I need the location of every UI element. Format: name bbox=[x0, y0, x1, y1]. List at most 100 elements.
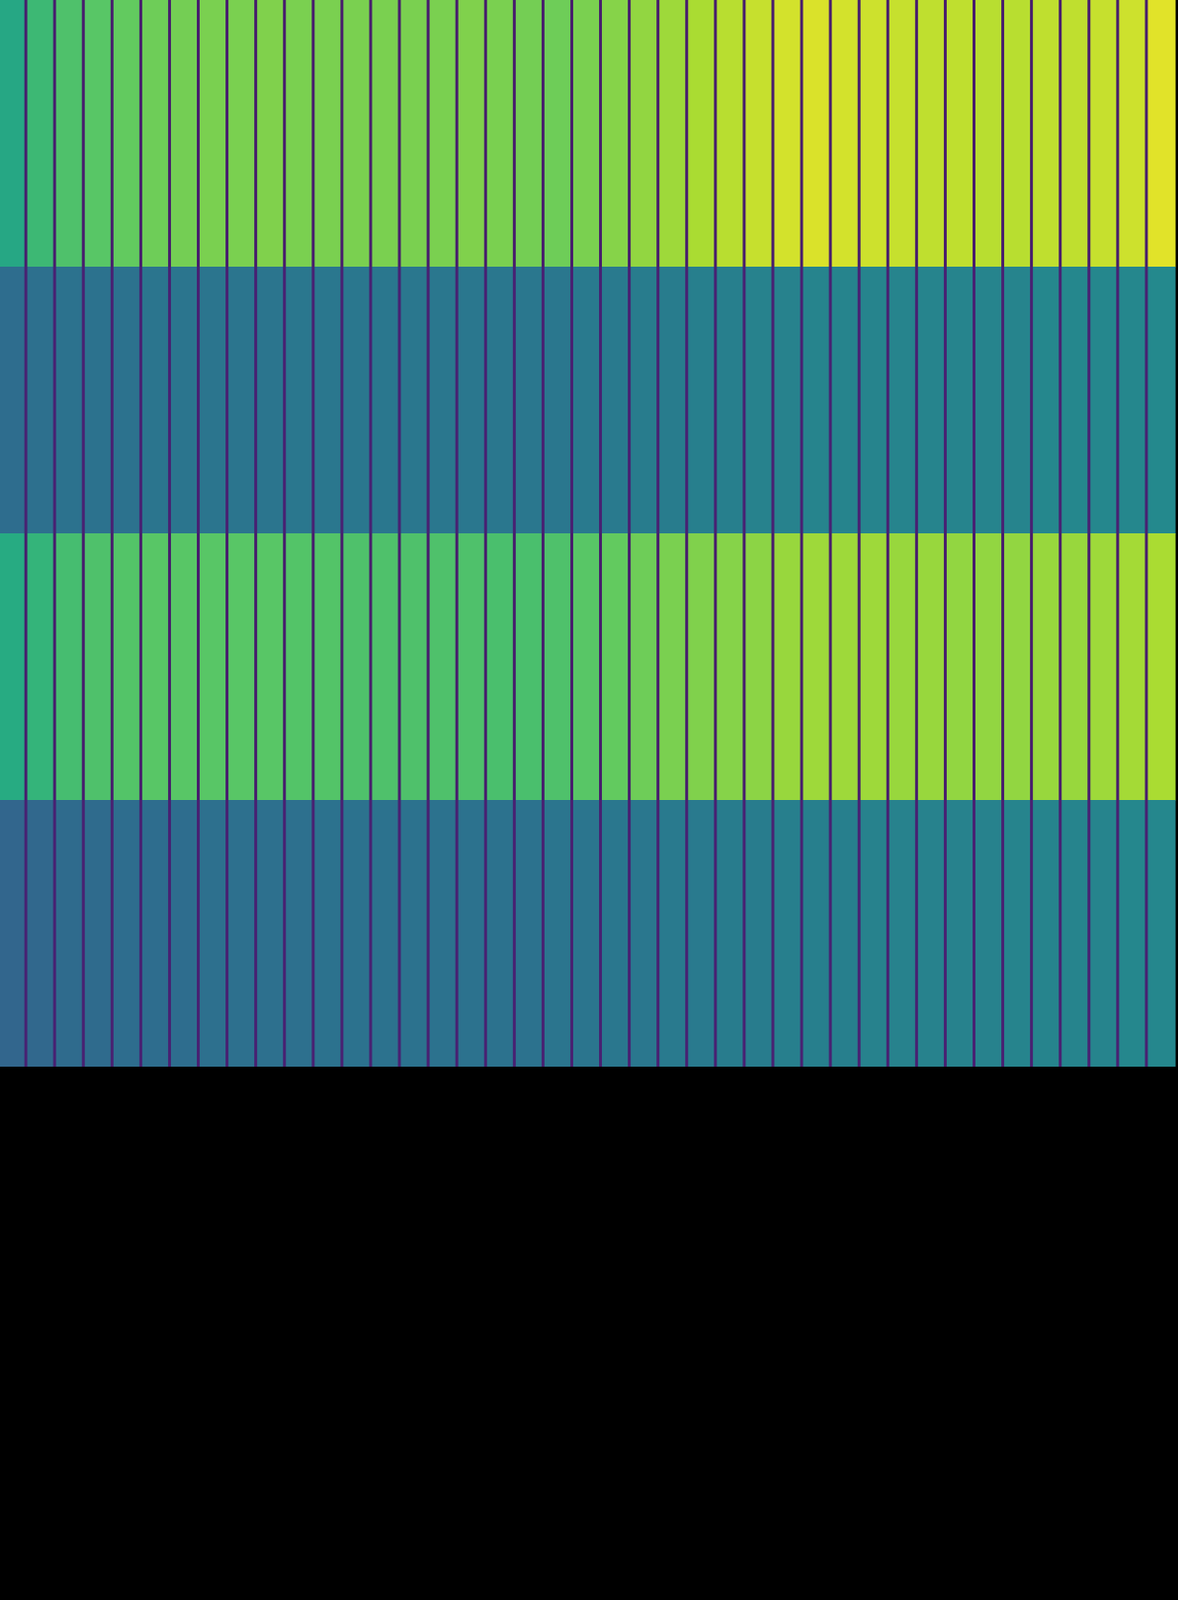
divider bbox=[857, 0, 861, 268]
divider bbox=[484, 266, 488, 535]
cell bbox=[542, 799, 573, 1067]
cell bbox=[169, 266, 199, 535]
divider bbox=[1058, 533, 1062, 801]
divider bbox=[398, 799, 402, 1067]
cell bbox=[342, 0, 372, 268]
cell bbox=[744, 0, 774, 268]
divider bbox=[541, 266, 545, 535]
divider bbox=[886, 533, 890, 801]
cell bbox=[342, 266, 372, 535]
divider bbox=[110, 533, 114, 801]
cell bbox=[629, 0, 660, 268]
divider bbox=[82, 533, 86, 801]
divider bbox=[82, 266, 86, 535]
cell bbox=[1031, 266, 1062, 535]
cell bbox=[744, 266, 774, 535]
cell bbox=[1060, 266, 1091, 535]
cell bbox=[744, 799, 774, 1067]
cell bbox=[629, 799, 660, 1067]
divider bbox=[427, 266, 430, 535]
cell bbox=[658, 799, 688, 1067]
divider bbox=[1001, 0, 1005, 268]
divider bbox=[513, 0, 516, 268]
cell bbox=[944, 266, 975, 535]
cell bbox=[169, 533, 199, 801]
divider bbox=[972, 533, 976, 801]
cell bbox=[600, 266, 631, 535]
divider bbox=[829, 266, 833, 535]
divider bbox=[139, 533, 143, 801]
divider bbox=[53, 266, 57, 535]
cell bbox=[658, 266, 688, 535]
divider bbox=[168, 533, 172, 801]
cell bbox=[772, 266, 803, 535]
cell bbox=[1031, 0, 1062, 268]
cell bbox=[227, 533, 258, 801]
cell bbox=[858, 799, 889, 1067]
divider bbox=[713, 799, 717, 1067]
cell bbox=[399, 0, 429, 268]
cell bbox=[140, 799, 171, 1067]
cell bbox=[284, 533, 315, 801]
cell bbox=[514, 533, 544, 801]
cell bbox=[1003, 0, 1033, 268]
divider bbox=[311, 0, 315, 268]
divider bbox=[1144, 266, 1148, 535]
divider bbox=[311, 533, 315, 801]
cell bbox=[54, 0, 85, 268]
divider bbox=[1029, 533, 1033, 801]
divider bbox=[1029, 0, 1033, 268]
divider bbox=[800, 533, 804, 801]
cell bbox=[1060, 533, 1091, 801]
cell bbox=[1060, 0, 1091, 268]
divider bbox=[1001, 799, 1005, 1067]
cell bbox=[1089, 0, 1119, 268]
divider bbox=[685, 799, 688, 1067]
cell bbox=[370, 0, 401, 268]
divider bbox=[771, 0, 774, 268]
cell bbox=[428, 799, 458, 1067]
cell bbox=[83, 0, 113, 268]
cell bbox=[284, 799, 315, 1067]
cell bbox=[916, 799, 946, 1067]
cell bbox=[830, 533, 860, 801]
divider bbox=[771, 799, 774, 1067]
cell bbox=[1146, 799, 1177, 1067]
divider bbox=[1001, 533, 1005, 801]
divider bbox=[1115, 266, 1119, 535]
divider bbox=[857, 266, 861, 535]
divider bbox=[455, 266, 459, 535]
divider bbox=[282, 266, 286, 535]
divider bbox=[225, 266, 229, 535]
cell bbox=[858, 533, 889, 801]
divider bbox=[139, 0, 143, 268]
cell bbox=[456, 266, 487, 535]
cell bbox=[25, 799, 56, 1067]
divider bbox=[398, 0, 402, 268]
cell bbox=[428, 0, 458, 268]
divider bbox=[254, 0, 258, 268]
divider bbox=[713, 533, 717, 801]
divider bbox=[24, 799, 28, 1067]
cell bbox=[198, 0, 229, 268]
divider bbox=[915, 533, 919, 801]
divider bbox=[1029, 799, 1033, 1067]
divider bbox=[599, 0, 602, 268]
divider bbox=[915, 266, 919, 535]
cell bbox=[542, 0, 573, 268]
divider bbox=[829, 533, 833, 801]
cell bbox=[256, 266, 286, 535]
cell bbox=[25, 0, 56, 268]
divider bbox=[915, 799, 919, 1067]
cell bbox=[25, 533, 56, 801]
divider bbox=[771, 533, 774, 801]
divider bbox=[943, 0, 947, 268]
cell bbox=[284, 0, 315, 268]
divider bbox=[943, 266, 947, 535]
cell bbox=[485, 799, 515, 1067]
cell bbox=[54, 533, 85, 801]
cell bbox=[658, 533, 688, 801]
divider bbox=[656, 799, 660, 1067]
cell bbox=[25, 266, 56, 535]
cell bbox=[83, 533, 113, 801]
